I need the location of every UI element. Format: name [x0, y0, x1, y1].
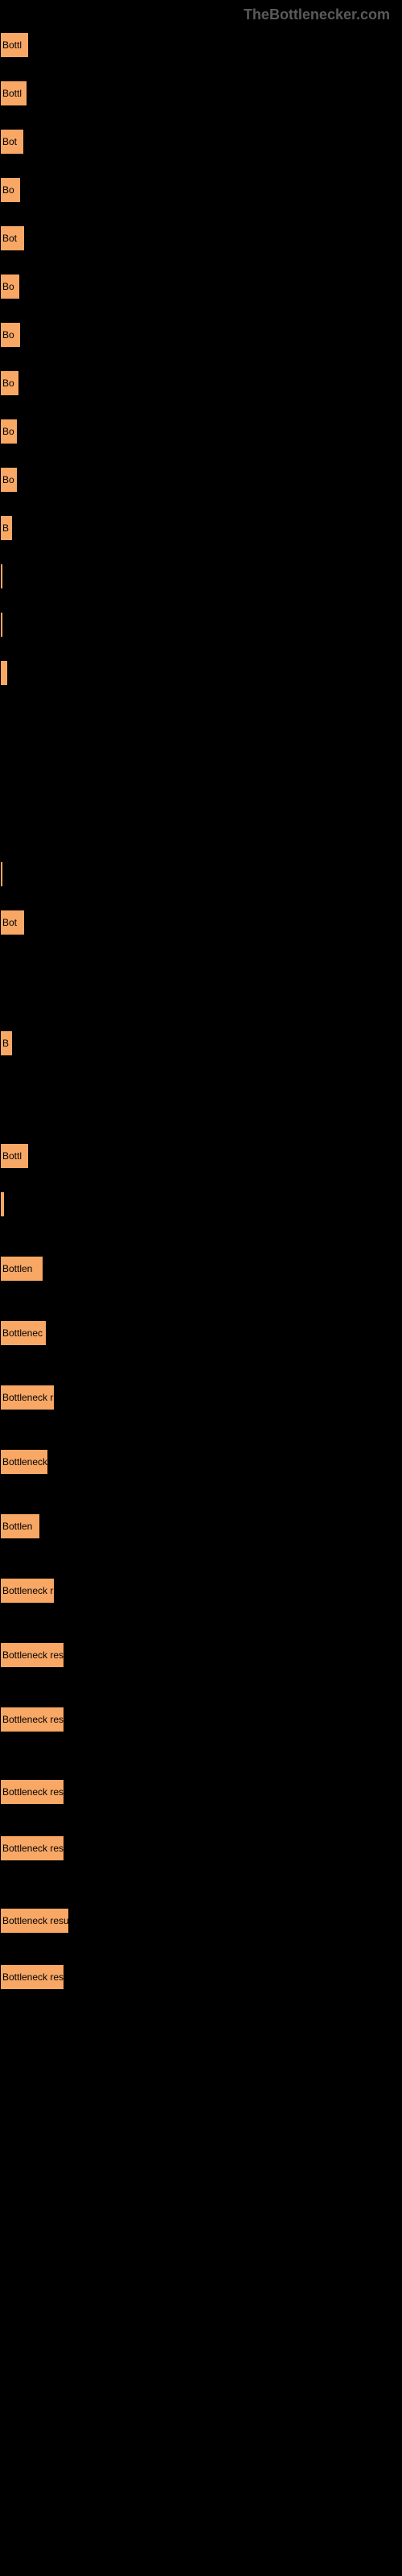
bar-row: Bottlenec [0, 1320, 47, 1346]
bottleneck-bar[interactable]: Bottleneck res [0, 1835, 64, 1861]
bottleneck-bar[interactable] [0, 612, 3, 638]
bar-label: Bottleneck res [2, 1786, 64, 1798]
bar-label: Bottleneck r [2, 1585, 53, 1596]
bar-row: Bot [0, 129, 24, 155]
bar-label: Bo [2, 474, 14, 485]
bar-row: Bottleneck resu [0, 1908, 69, 1934]
bar-label: B [2, 1038, 9, 1049]
bottleneck-bar[interactable]: Bottleneck r [0, 1385, 55, 1410]
bar-label: Bottlenec [2, 1327, 43, 1339]
bottleneck-bar[interactable]: B [0, 515, 13, 541]
bar-label: B [2, 522, 9, 534]
bar-label: Bo [2, 281, 14, 292]
bar-row: Bo [0, 322, 21, 348]
bottleneck-bar[interactable]: Bo [0, 370, 19, 396]
bar-label: Bottleneck res [2, 1843, 64, 1854]
bar-label: Bo [2, 184, 14, 196]
bottleneck-bar[interactable]: Bottl [0, 1143, 29, 1169]
bar-row: B [0, 1030, 13, 1056]
bar-label: Bot [2, 917, 17, 928]
bar-row: Bottlen [0, 1256, 43, 1282]
bar-label: Bottleneck res [2, 1649, 64, 1661]
bottleneck-bar[interactable] [0, 861, 3, 887]
bottleneck-bar[interactable]: Bot [0, 129, 24, 155]
bar-row [0, 861, 3, 887]
bottleneck-bar[interactable]: B [0, 1030, 13, 1056]
bottleneck-bar[interactable]: Bot [0, 910, 25, 935]
bar-row: Bottl [0, 80, 27, 106]
bar-row: Bottleneck res [0, 1642, 64, 1668]
bar-label: Bot [2, 233, 17, 244]
bottleneck-bar[interactable]: Bottl [0, 32, 29, 58]
bottleneck-bar[interactable]: Bottl [0, 80, 27, 106]
bar-row: B [0, 515, 13, 541]
bar-label: Bottleneck r [2, 1392, 53, 1403]
bottleneck-bar[interactable]: Bottlenec [0, 1320, 47, 1346]
bar-row: Bottleneck [0, 1449, 48, 1475]
bar-row: Bot [0, 225, 25, 251]
bar-row: Bot [0, 910, 25, 935]
bottleneck-bar[interactable]: Bottleneck res [0, 1707, 64, 1732]
bar-row: Bottleneck r [0, 1578, 55, 1604]
bar-row: Bo [0, 467, 18, 493]
bar-label: Bo [2, 426, 14, 437]
bar-row: Bottleneck res [0, 1964, 64, 1990]
bar-label: Bottleneck resu [2, 1915, 69, 1926]
bar-row: Bottleneck res [0, 1779, 64, 1805]
bar-label: Bo [2, 329, 14, 341]
bar-label: Bottl [2, 88, 22, 99]
bar-label: Bottl [2, 1150, 22, 1162]
bar-row [0, 660, 8, 686]
bar-row: Bo [0, 419, 18, 444]
bar-row [0, 612, 3, 638]
bottleneck-bar[interactable]: Bottleneck [0, 1449, 48, 1475]
bar-row [0, 1191, 5, 1217]
bar-label: Bottleneck [2, 1456, 47, 1468]
bottleneck-bar[interactable]: Bo [0, 274, 20, 299]
bottleneck-bar[interactable]: Bot [0, 225, 25, 251]
bar-row: Bottlen [0, 1513, 40, 1539]
bottleneck-bar[interactable]: Bottleneck res [0, 1964, 64, 1990]
bar-row: Bo [0, 274, 20, 299]
bottleneck-bar[interactable]: Bottleneck resu [0, 1908, 69, 1934]
bar-row: Bottleneck res [0, 1835, 64, 1861]
bottleneck-bar[interactable]: Bo [0, 419, 18, 444]
bar-row [0, 564, 3, 589]
bottleneck-bar[interactable] [0, 564, 3, 589]
bottleneck-bar[interactable]: Bottlen [0, 1256, 43, 1282]
bottleneck-bar[interactable] [0, 1191, 5, 1217]
bar-row: Bottleneck r [0, 1385, 55, 1410]
bottleneck-bar[interactable]: Bottleneck r [0, 1578, 55, 1604]
bottleneck-bar[interactable]: Bo [0, 467, 18, 493]
bar-label: Bottleneck res [2, 1971, 64, 1983]
bottleneck-bar[interactable]: Bo [0, 322, 21, 348]
bar-label: Bo [2, 378, 14, 389]
bar-label: Bottl [2, 39, 22, 51]
bar-row: Bo [0, 370, 19, 396]
bar-row: Bottl [0, 1143, 29, 1169]
bar-label: Bottlen [2, 1263, 32, 1274]
bar-row: Bo [0, 177, 21, 203]
bar-row: Bottl [0, 32, 29, 58]
bottleneck-bar[interactable]: Bottlen [0, 1513, 40, 1539]
bottleneck-bar[interactable]: Bottleneck res [0, 1642, 64, 1668]
bar-label: Bottlen [2, 1521, 32, 1532]
bar-row: Bottleneck res [0, 1707, 64, 1732]
bottleneck-bar[interactable]: Bo [0, 177, 21, 203]
bar-label: Bottleneck res [2, 1714, 64, 1725]
bottleneck-bar[interactable]: Bottleneck res [0, 1779, 64, 1805]
site-header: TheBottlenecker.com [244, 6, 390, 23]
bottleneck-bar[interactable] [0, 660, 8, 686]
bar-label: Bot [2, 136, 17, 147]
